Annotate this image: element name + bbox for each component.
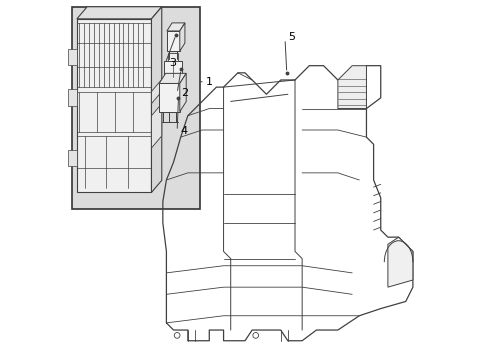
Polygon shape xyxy=(151,7,162,193)
Polygon shape xyxy=(151,80,162,104)
Polygon shape xyxy=(164,61,182,77)
Polygon shape xyxy=(159,84,180,112)
Polygon shape xyxy=(338,66,367,109)
Text: 1: 1 xyxy=(206,77,213,87)
Polygon shape xyxy=(72,7,200,208)
Text: 3: 3 xyxy=(169,58,176,68)
Polygon shape xyxy=(180,73,186,112)
Polygon shape xyxy=(77,7,162,19)
Polygon shape xyxy=(167,31,180,51)
Polygon shape xyxy=(167,23,185,31)
Polygon shape xyxy=(388,237,413,287)
Polygon shape xyxy=(180,23,185,51)
Polygon shape xyxy=(77,19,151,193)
Polygon shape xyxy=(68,49,77,65)
Polygon shape xyxy=(151,104,162,148)
Polygon shape xyxy=(168,53,178,61)
Text: 5: 5 xyxy=(289,32,295,42)
Text: 2: 2 xyxy=(181,88,188,98)
Text: 4: 4 xyxy=(181,126,188,136)
Polygon shape xyxy=(159,73,186,84)
Polygon shape xyxy=(68,90,77,105)
Polygon shape xyxy=(68,150,77,166)
